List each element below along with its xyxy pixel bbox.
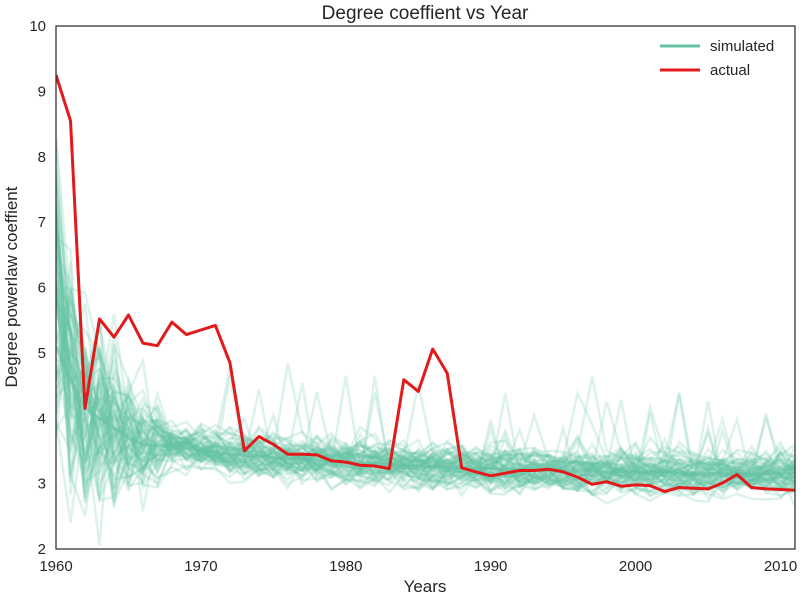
simulated-run-line	[56, 320, 795, 488]
simulated-run-line	[56, 298, 795, 474]
simulated-run-line	[56, 302, 795, 498]
x-tick-label: 2010	[764, 558, 797, 575]
y-tick-label: 5	[38, 345, 46, 362]
simulated-run-line	[56, 283, 795, 481]
simulated-run-line	[56, 370, 795, 496]
series-line-simulated	[56, 345, 795, 476]
y-axis-label: Degree powerlaw coeffient	[2, 186, 21, 387]
simulated-run-line	[56, 286, 795, 490]
simulated-run-line	[56, 357, 795, 502]
simulated-run-line	[56, 410, 795, 523]
y-tick-label: 6	[38, 280, 46, 297]
simulated-run-line	[56, 211, 795, 486]
simulated-run-line	[56, 397, 795, 491]
simulated-run-line	[56, 277, 795, 477]
legend: simulated actual	[660, 38, 774, 79]
simulated-run-line	[56, 308, 795, 499]
x-tick-label: 1960	[39, 558, 72, 575]
simulated-run-line	[56, 279, 795, 509]
simulated-run-line	[56, 138, 795, 489]
simulated-run-line	[56, 295, 795, 484]
simulated-run-line	[56, 227, 795, 490]
x-tick-label: 2000	[619, 558, 652, 575]
simulated-run-line	[56, 319, 795, 485]
simulated-run-line	[56, 251, 795, 482]
simulated-run-line	[56, 290, 795, 483]
simulated-run-line	[56, 187, 795, 490]
simulated-run-line	[56, 299, 795, 546]
simulated-run-line	[56, 236, 795, 495]
simulated-run-line	[56, 267, 795, 489]
simulated-run-line	[56, 300, 795, 502]
simulated-run-line	[56, 253, 795, 504]
simulated-run-line	[56, 301, 795, 508]
x-tick-label: 1980	[329, 558, 362, 575]
simulated-run-line	[56, 310, 795, 497]
y-tick-label: 10	[29, 18, 46, 35]
chart-title: Degree coeffient vs Year	[322, 3, 529, 24]
simulated-run-line	[56, 263, 795, 492]
simulated-run-line	[56, 209, 795, 484]
series-line-actual	[56, 74, 795, 493]
x-tick-label: 1990	[474, 558, 507, 575]
y-tick-label: 3	[38, 476, 46, 493]
simulated-run-line	[56, 288, 795, 486]
simulated-run-line	[56, 363, 795, 483]
legend-label-simulated: simulated	[710, 38, 774, 55]
y-tick-label: 2	[38, 541, 46, 558]
y-tick-label: 9	[38, 83, 46, 100]
simulated-run-line	[56, 207, 795, 470]
simulated-run-line	[56, 276, 795, 480]
simulated-run-line	[56, 252, 795, 479]
y-tick-label: 4	[38, 410, 46, 427]
data-layer	[56, 74, 795, 493]
simulated-run-line	[56, 200, 795, 489]
simulated-run-line	[56, 403, 795, 490]
plot-frame	[55, 25, 796, 550]
ticks-layer: 1960 1970 1980 1990 2000 2010 2 3 4 5 6 7 8 9 10	[29, 18, 797, 575]
simulated-run-line	[56, 228, 795, 487]
simulated-run-line	[56, 283, 795, 517]
simulated-run-line	[56, 176, 795, 496]
legend-label-actual: actual	[710, 62, 750, 79]
simulated-run-line	[56, 205, 795, 497]
simulated-run-line	[56, 170, 795, 485]
simulated-run-line	[56, 279, 795, 476]
simulated-run-line	[56, 261, 795, 503]
x-axis-label: Years	[404, 577, 447, 596]
simulated-run-line	[56, 287, 795, 478]
simulated-run-line	[56, 241, 795, 492]
simulated-run-line	[56, 285, 795, 490]
simulated-runs-layer	[56, 138, 795, 546]
y-tick-label: 8	[38, 149, 46, 166]
simulated-run-line	[56, 221, 795, 495]
x-tick-label: 1970	[184, 558, 217, 575]
y-tick-label: 7	[38, 214, 46, 231]
simulated-run-line	[56, 331, 795, 496]
